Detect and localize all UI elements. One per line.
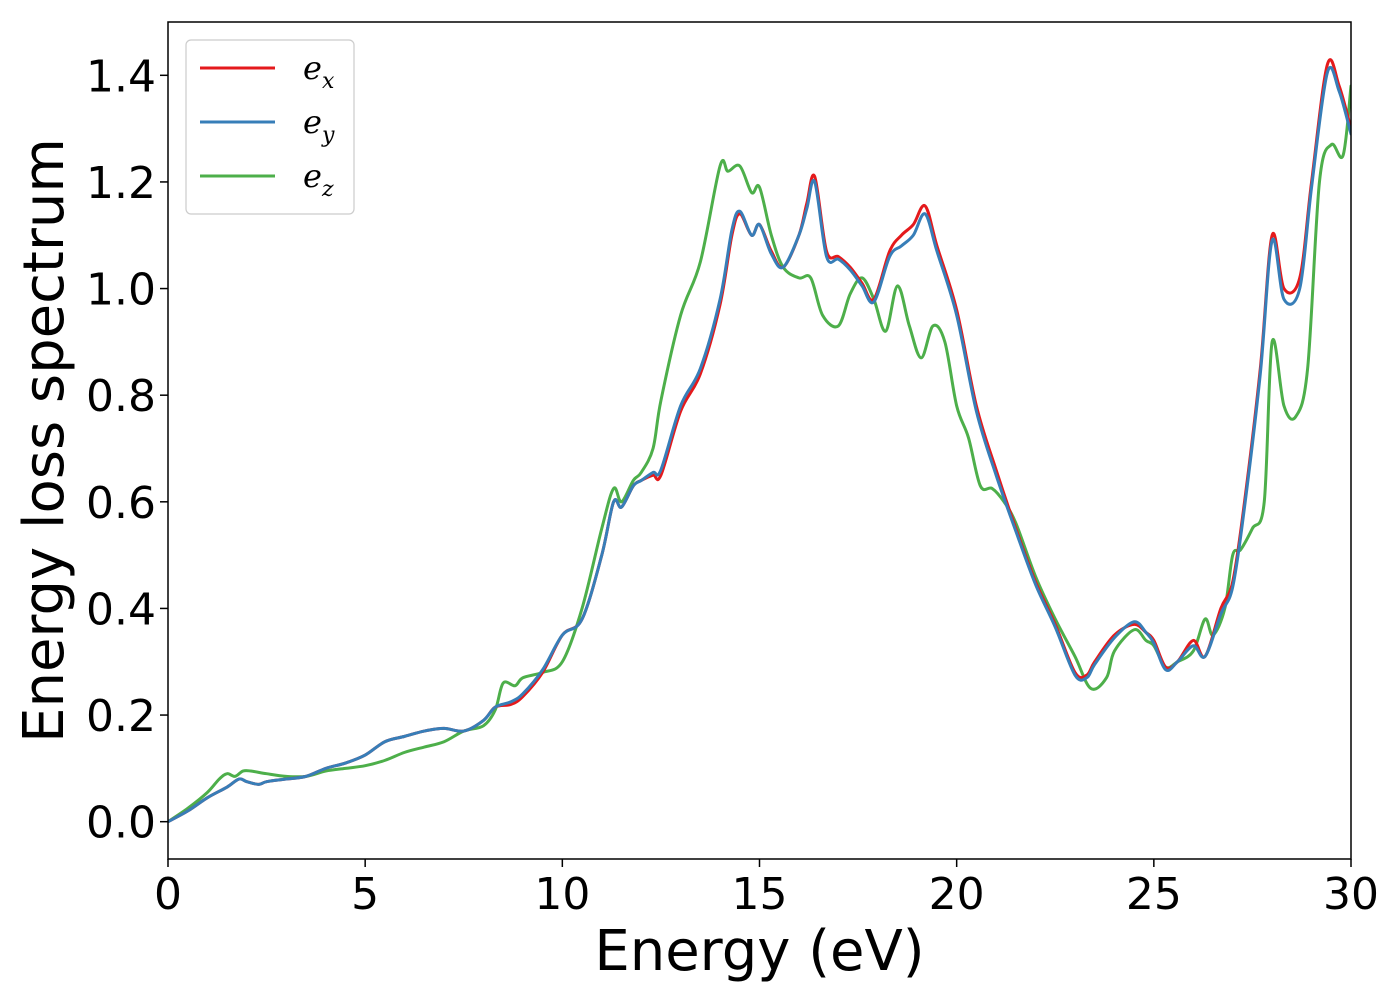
series-line-z xyxy=(168,84,1351,824)
x-tick-label: 0 xyxy=(154,869,182,920)
series-line-y xyxy=(168,65,1351,824)
y-tick-label: 0.6 xyxy=(86,478,156,529)
x-tick-label: 15 xyxy=(732,869,788,920)
y-tick-label: 0.4 xyxy=(86,584,156,635)
x-tick-label: 5 xyxy=(351,869,379,920)
y-tick-label: 0.2 xyxy=(86,691,156,742)
plot-series-group xyxy=(168,58,1351,824)
y-axis: 0.0 0.2 0.4 0.6 0.8 1.0 1.2 1.4 xyxy=(86,51,168,849)
x-axis: 0 5 10 15 20 25 30 xyxy=(154,859,1379,920)
x-tick-label: 30 xyxy=(1323,869,1379,920)
y-tick-label: 1.0 xyxy=(86,265,156,316)
x-tick-label: 10 xyxy=(534,869,590,920)
y-tick-label: 0.0 xyxy=(86,798,156,849)
x-tick-label: 25 xyxy=(1126,869,1182,920)
legend-box xyxy=(185,39,355,215)
y-tick-label: 1.4 xyxy=(86,51,156,102)
y-axis-title: Energy loss spectrum xyxy=(12,138,77,743)
y-tick-label: 1.2 xyxy=(86,158,156,209)
x-axis-title: Energy (eV) xyxy=(594,919,924,984)
y-tick-label: 0.8 xyxy=(86,371,156,422)
x-tick-label: 20 xyxy=(929,869,985,920)
